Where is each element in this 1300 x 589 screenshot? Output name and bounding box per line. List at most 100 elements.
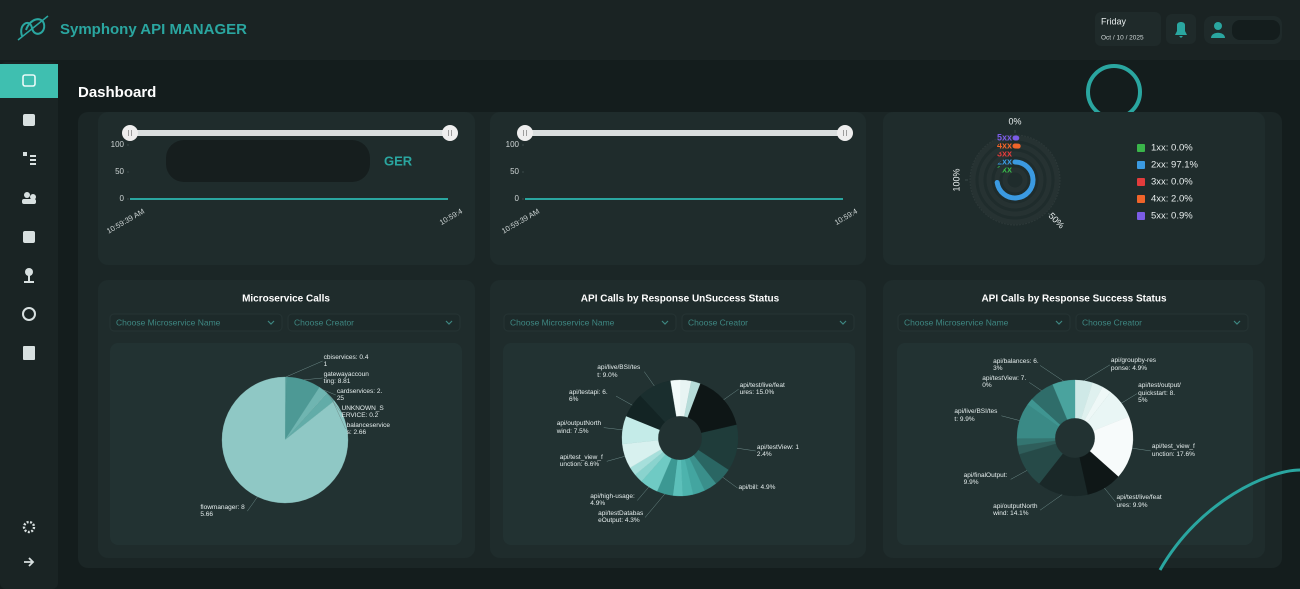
gauge-bar-label: 2xx	[997, 156, 1012, 166]
y-tick-label: 0	[120, 194, 125, 203]
logo-text: Symphony API MANAGER	[60, 21, 247, 38]
filter-placeholder: Choose Creator	[688, 317, 748, 327]
leader-line	[1132, 447, 1151, 452]
filter-placeholder: Choose Creator	[294, 317, 354, 327]
y-tick-label: 50	[510, 167, 519, 176]
gauge-track	[986, 151, 1044, 209]
leader-line	[285, 360, 323, 378]
gauge-bar-label: 5xx	[997, 132, 1012, 142]
chart-card	[503, 343, 855, 545]
leader-line	[323, 389, 336, 396]
range-slider-handle[interactable]	[517, 125, 533, 141]
leader-line	[722, 477, 738, 489]
filter-dropdown[interactable]	[287, 313, 461, 332]
y-tick-label: 50	[115, 167, 124, 176]
dropdown-chevron	[839, 320, 847, 325]
decor-ring	[1086, 64, 1142, 120]
filter-placeholder: Choose Microservice Name	[510, 317, 615, 327]
panel	[490, 112, 866, 265]
leader-line	[644, 493, 665, 518]
pie-slice	[670, 379, 681, 417]
legend-label: 4xx: 2.0%	[1151, 194, 1193, 205]
gauge-bar-label: 4xx	[997, 140, 1012, 150]
leader-line	[1039, 494, 1063, 511]
pie-slice	[1089, 416, 1134, 477]
gauge-tick-label: 100%	[951, 168, 961, 191]
leader-line	[615, 395, 633, 406]
range-slider-handle[interactable]	[837, 125, 853, 141]
y-tick-label: 100	[111, 140, 125, 149]
gauge-bar	[994, 159, 1036, 201]
watermark-text: GER	[384, 153, 413, 168]
pie-slice	[1052, 379, 1076, 420]
leader-line	[737, 447, 756, 452]
legend-label: 5xx: 0.9%	[1151, 211, 1193, 222]
gauge-bar-label: 3xx	[997, 148, 1012, 158]
dropdown-chevron	[661, 320, 669, 325]
handle-grip	[448, 130, 452, 136]
legend-swatch	[1137, 144, 1145, 152]
legend-label: 1xx: 0.0%	[1151, 143, 1193, 154]
filter-dropdown[interactable]	[503, 313, 677, 332]
chart-card	[897, 343, 1253, 545]
leader-line	[247, 496, 258, 512]
nav-icon-network[interactable]	[24, 268, 34, 283]
legend-label: 2xx: 97.1%	[1151, 160, 1199, 171]
nav-icon-document[interactable]	[23, 346, 35, 360]
chart-title: API Calls by Response Success Status	[981, 294, 1167, 305]
dropdown-chevron	[445, 320, 453, 325]
nav-icon-users[interactable]	[22, 192, 36, 204]
gauge-bar-label: 1xx	[997, 164, 1012, 174]
page-title: Dashboard	[78, 84, 156, 101]
filter-dropdown[interactable]	[109, 313, 283, 332]
logo-icon[interactable]	[17, 15, 49, 41]
filter-placeholder: Choose Creator	[1082, 317, 1142, 327]
day-text: Friday	[1101, 16, 1127, 26]
filter-dropdown[interactable]	[681, 313, 855, 332]
filter-dropdown[interactable]	[1075, 313, 1249, 332]
panel	[883, 112, 1265, 265]
y-tick-label: 0	[515, 194, 520, 203]
nav-icon-home	[22, 74, 36, 87]
nav-icon-tree[interactable]	[23, 152, 36, 165]
chart-title: Microservice Calls	[242, 294, 330, 305]
sidebar	[0, 62, 58, 589]
header-bar	[0, 0, 1300, 60]
nav-icon-settings-group[interactable]	[22, 307, 36, 321]
leader-line	[303, 377, 323, 381]
gauge-tick	[1047, 212, 1051, 216]
profile-name-redacted	[1232, 20, 1280, 40]
redaction-blob	[166, 140, 370, 182]
dropdown-chevron	[1233, 320, 1241, 325]
avatar-body	[1211, 32, 1225, 38]
legend-label: 3xx: 0.0%	[1151, 177, 1193, 188]
dropdown-chevron	[1055, 320, 1063, 325]
filter-dropdown[interactable]	[897, 313, 1071, 332]
filter-placeholder: Choose Microservice Name	[116, 317, 221, 327]
leader-line	[1029, 382, 1042, 391]
range-slider-handle[interactable]	[122, 125, 138, 141]
handle-grip	[128, 130, 132, 136]
dropdown-chevron	[267, 320, 275, 325]
avatar-head	[1214, 22, 1222, 30]
leader-line	[330, 396, 346, 430]
leader-line	[1083, 364, 1111, 381]
nav-icon-settings[interactable]	[22, 520, 36, 534]
nav-dashboard-active[interactable]	[0, 64, 58, 98]
leader-line	[1121, 393, 1138, 404]
gauge-track	[1002, 167, 1028, 193]
date-text: Oct / 10 / 2025	[1101, 35, 1144, 42]
handle-grip	[843, 130, 847, 136]
pie-slice	[221, 376, 349, 504]
leader-line	[637, 486, 650, 501]
gauge-tick-label: 0%	[1008, 116, 1021, 126]
leader-line	[644, 371, 655, 387]
legend-swatch	[1137, 212, 1145, 220]
leader-line	[723, 389, 739, 400]
leader-line	[1039, 365, 1064, 382]
range-slider-handle[interactable]	[442, 125, 458, 141]
nav-icon-logout[interactable]	[24, 557, 35, 567]
nav-icon-inbox[interactable]	[23, 114, 35, 126]
nav-icon-calendar[interactable]	[23, 231, 35, 243]
